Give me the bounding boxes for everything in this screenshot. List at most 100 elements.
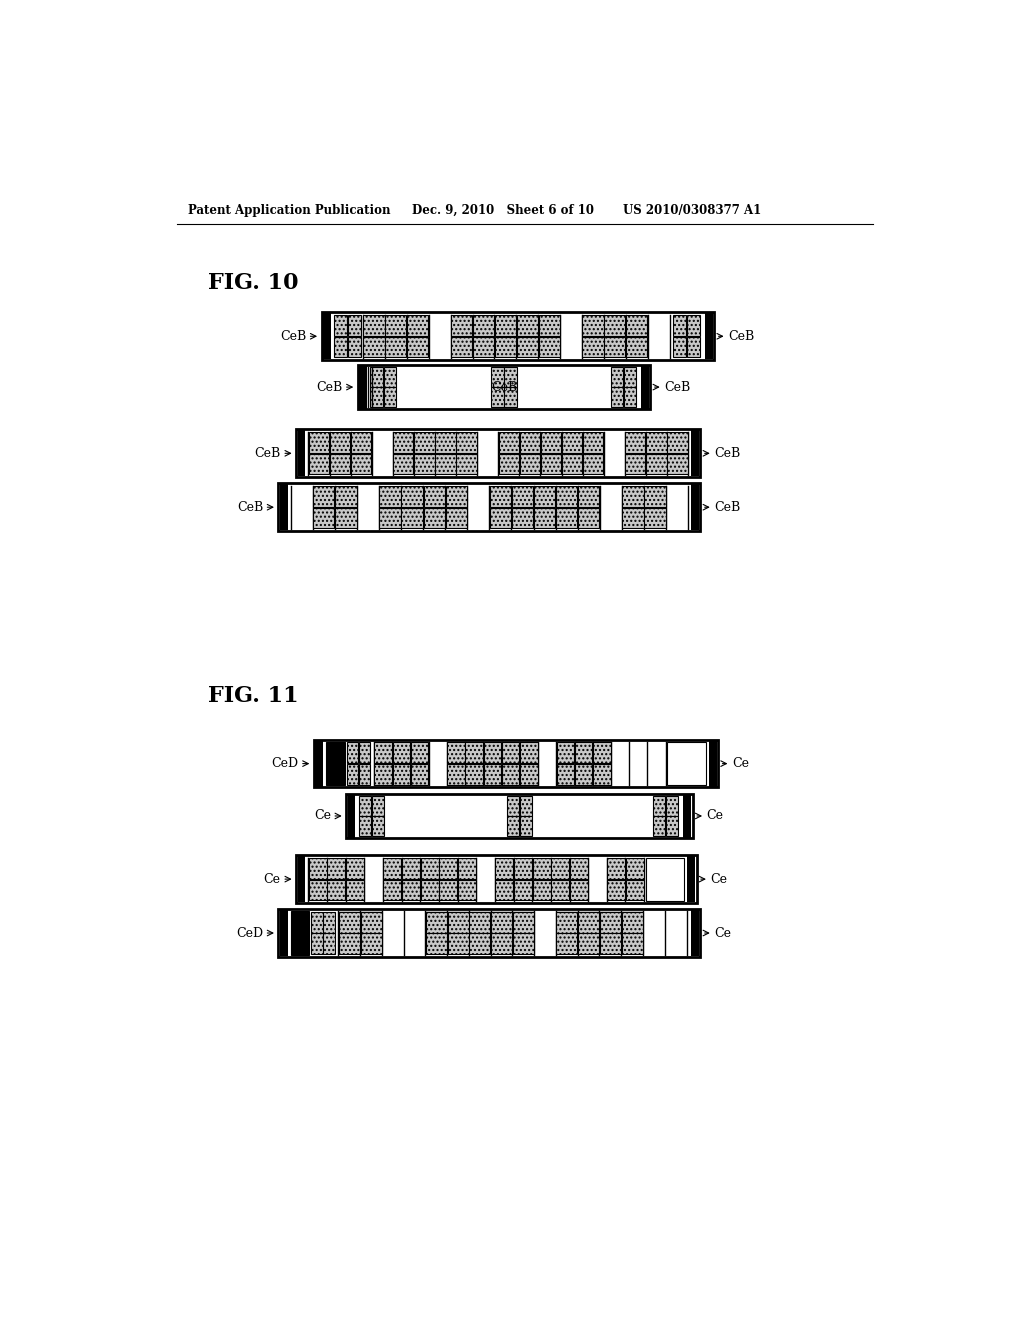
Bar — [562, 432, 583, 453]
Bar — [374, 764, 392, 785]
Bar — [335, 508, 356, 528]
Bar — [673, 337, 686, 358]
Bar — [334, 315, 347, 335]
Text: FIG. 11: FIG. 11 — [208, 685, 298, 708]
Bar — [556, 742, 611, 785]
Bar — [309, 432, 329, 453]
Bar — [451, 337, 472, 358]
Bar — [309, 858, 327, 879]
Bar — [383, 879, 401, 900]
Bar — [424, 486, 444, 507]
Text: CeB: CeB — [237, 500, 263, 513]
Bar — [322, 313, 714, 360]
Bar — [447, 764, 465, 785]
Bar — [505, 388, 517, 407]
Bar — [574, 742, 592, 763]
Text: CeB: CeB — [714, 500, 740, 513]
Bar — [489, 486, 511, 507]
Bar — [709, 741, 717, 787]
Bar — [458, 879, 476, 900]
Bar — [505, 367, 517, 387]
Bar — [624, 388, 636, 407]
Bar — [623, 508, 643, 528]
Bar — [622, 933, 643, 954]
Text: CeB: CeB — [665, 380, 690, 393]
Bar — [296, 855, 696, 903]
Bar — [600, 933, 621, 954]
Bar — [551, 858, 569, 879]
Bar — [541, 432, 561, 453]
Bar — [607, 879, 625, 900]
Bar — [691, 484, 698, 531]
Bar — [313, 739, 718, 788]
Bar — [583, 432, 603, 453]
Bar — [574, 764, 592, 785]
Bar — [346, 858, 364, 879]
Bar — [280, 484, 288, 531]
Bar — [383, 858, 476, 900]
Bar — [371, 388, 383, 407]
Bar — [532, 879, 551, 900]
Text: CeB: CeB — [280, 330, 306, 343]
Bar — [279, 909, 700, 957]
Bar — [439, 858, 458, 879]
Bar — [411, 742, 428, 763]
Bar — [583, 315, 603, 335]
Bar — [610, 388, 623, 407]
Bar — [534, 486, 555, 507]
Bar — [622, 912, 643, 933]
Bar — [557, 742, 574, 763]
Bar — [402, 858, 420, 879]
Text: Patent Application Publication: Patent Application Publication — [188, 205, 391, 218]
Bar — [379, 486, 467, 529]
Bar — [339, 912, 359, 933]
Bar — [507, 796, 519, 816]
Bar — [622, 486, 666, 529]
Bar — [358, 816, 371, 836]
Bar — [570, 858, 588, 879]
Bar — [309, 454, 329, 474]
Bar — [311, 933, 323, 954]
Bar — [401, 486, 423, 507]
Bar — [653, 796, 666, 816]
Bar — [346, 879, 364, 900]
Bar — [469, 912, 490, 933]
Bar — [626, 454, 645, 474]
Bar — [328, 858, 345, 879]
Bar — [604, 337, 626, 358]
Bar — [604, 315, 626, 335]
Bar — [384, 388, 396, 407]
Bar — [348, 795, 355, 838]
Bar — [668, 742, 706, 785]
Bar — [469, 933, 490, 954]
Text: CeD: CeD — [271, 758, 298, 770]
Bar — [579, 486, 599, 507]
Bar — [570, 879, 588, 900]
Bar — [408, 315, 428, 335]
Bar — [415, 432, 434, 453]
Text: FIG. 10: FIG. 10 — [208, 272, 298, 294]
Bar — [489, 508, 511, 528]
Bar — [551, 879, 569, 900]
Bar — [610, 367, 623, 387]
Bar — [339, 911, 382, 954]
Text: CeB: CeB — [316, 380, 342, 393]
Bar — [502, 764, 519, 785]
Bar — [330, 454, 350, 474]
Bar — [541, 454, 561, 474]
Bar — [483, 764, 501, 785]
Bar — [451, 315, 472, 335]
Bar — [520, 742, 538, 763]
Bar — [445, 508, 467, 528]
Bar — [439, 879, 458, 900]
Bar — [607, 858, 625, 879]
Bar — [641, 366, 649, 409]
Bar — [556, 912, 578, 933]
Bar — [534, 508, 555, 528]
Bar — [691, 430, 698, 477]
Bar — [313, 486, 335, 507]
Bar — [646, 858, 684, 900]
Bar — [426, 912, 446, 933]
Bar — [687, 315, 700, 335]
Text: Dec. 9, 2010   Sheet 6 of 10: Dec. 9, 2010 Sheet 6 of 10 — [412, 205, 594, 218]
